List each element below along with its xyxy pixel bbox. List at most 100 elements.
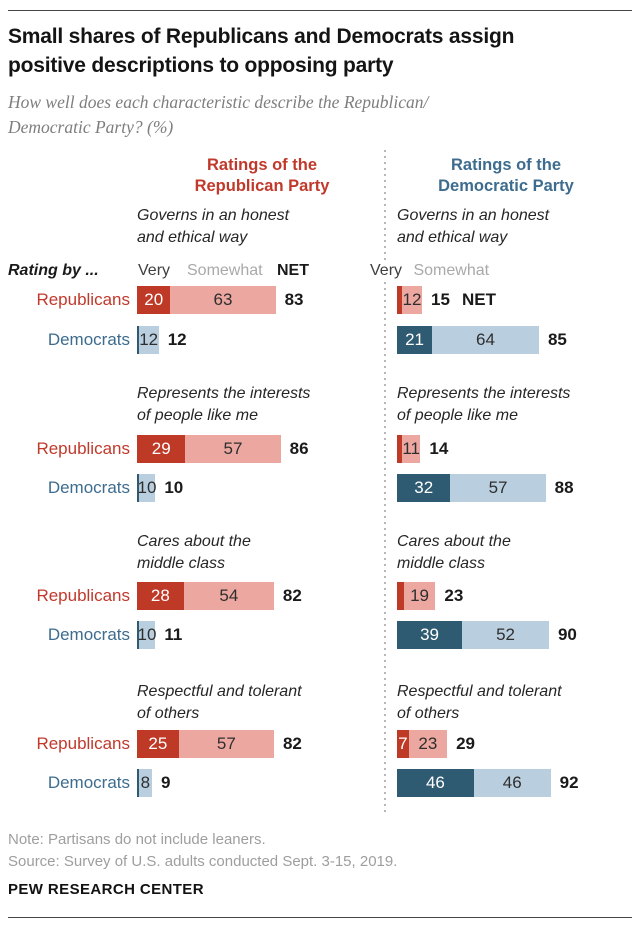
section-title-line: Cares about the xyxy=(397,533,511,550)
net-value: 9 xyxy=(161,773,171,792)
bar-segment-very: 28 xyxy=(137,582,184,610)
section-title: Represents the interests of people like m… xyxy=(397,383,570,426)
bar-row: 20 63 83 xyxy=(137,286,304,314)
bar-row: 25 57 82 xyxy=(137,730,302,758)
section-title: Represents the interests of people like m… xyxy=(137,383,310,426)
bar-segment-somewhat: 11 xyxy=(402,435,421,463)
very-axis-label-left: Very xyxy=(138,262,171,279)
bar-segment-somewhat: 19 xyxy=(403,582,436,610)
bar-segment-somewhat: 57 xyxy=(185,435,281,463)
panel-header-democratic: Ratings of the Democratic Party xyxy=(399,155,613,197)
section-title-line: Respectful and tolerant xyxy=(137,683,302,700)
source-text: Source: Survey of U.S. adults conducted … xyxy=(8,853,398,870)
bar-segment-somewhat: 52 xyxy=(462,621,549,649)
section-title-line: Cares about the xyxy=(137,533,251,550)
rater-label: Democrats xyxy=(47,478,130,497)
bar-segment-somewhat: 46 xyxy=(473,769,551,797)
bar-segment-very: 39 xyxy=(397,621,463,649)
panel-header-republican: Ratings of the Republican Party xyxy=(155,155,369,197)
section-title-line: middle class xyxy=(137,554,226,572)
net-value: 85 xyxy=(547,330,567,349)
section-title-line: Represents the interests xyxy=(137,385,311,402)
rater-label: Democrats xyxy=(47,625,130,644)
bar-segment-somewhat: 23 xyxy=(408,730,448,758)
somewhat-axis-label-right: Somewhat xyxy=(413,262,490,279)
bar-segment-very xyxy=(137,769,139,797)
note-text: Note: Partisans do not include leaners. xyxy=(8,831,266,848)
top-rule xyxy=(8,10,632,11)
chart-subtitle-line-1: How well does each characteristic descri… xyxy=(8,92,429,112)
panel-header-democratic-line-2: Democratic Party xyxy=(438,177,574,195)
net-value: 90 xyxy=(557,625,577,644)
rater-label: Democrats xyxy=(47,330,130,349)
chart-subtitle-line-2: Democratic Party? (%) xyxy=(8,117,174,137)
bar-row: 39 52 90 xyxy=(397,621,577,649)
section-title: Cares about the middle class xyxy=(397,531,511,574)
rater-label: Republicans xyxy=(36,290,130,309)
section-title: Governs in an honest and ethical way xyxy=(137,205,289,248)
bar-segment-somewhat: 63 xyxy=(170,286,276,314)
page-title-line-1: Small shares of Republicans and Democrat… xyxy=(8,25,515,48)
section-title-line: and ethical way xyxy=(397,228,508,246)
bar-row: 29 57 86 xyxy=(137,435,309,463)
bar-segment-very xyxy=(397,435,402,463)
panel-header-republican-line-1: Ratings of the xyxy=(207,156,317,174)
bar-row: 28 54 82 xyxy=(137,582,302,610)
page-title-line-2: positive descriptions to opposing party xyxy=(8,54,394,77)
page-title: Small shares of Republicans and Democrat… xyxy=(8,22,632,80)
brand-text: PEW RESEARCH CENTER xyxy=(8,881,204,898)
section-title-line: middle class xyxy=(397,554,486,572)
rater-label: Republicans xyxy=(36,734,130,753)
net-axis-label-left: NET xyxy=(277,262,309,279)
bar-row: 12 15 NET xyxy=(397,286,496,314)
panel-header-republican-line-2: Republican Party xyxy=(194,177,330,195)
bar-row: 11 14 xyxy=(397,435,448,463)
bar-segment-somewhat: 10 xyxy=(138,621,156,649)
net-value: 12 xyxy=(167,330,187,349)
net-value: 82 xyxy=(282,734,302,753)
net-value: 86 xyxy=(289,439,309,458)
bar-row: 21 64 85 xyxy=(397,326,567,354)
rater-label: Republicans xyxy=(36,586,130,605)
section-title-line: of people like me xyxy=(137,406,258,424)
section-title: Cares about the middle class xyxy=(137,531,251,574)
net-value: 14 xyxy=(429,439,449,458)
section-title-line: Represents the interests xyxy=(397,385,571,402)
section-title-line: of others xyxy=(397,704,460,722)
net-value: 83 xyxy=(284,290,304,309)
bar-segment-very xyxy=(137,621,139,649)
bottom-rule xyxy=(8,917,632,918)
net-value: 88 xyxy=(554,478,574,497)
section-title: Respectful and tolerant of others xyxy=(137,681,302,724)
panel-header-democratic-line-1: Ratings of the xyxy=(451,156,561,174)
bar-segment-somewhat: 12 xyxy=(402,286,423,314)
rater-label: Republicans xyxy=(36,439,130,458)
bar-segment-very: 25 xyxy=(137,730,179,758)
bar-segment-very xyxy=(137,474,139,502)
section-title-line: Governs in an honest xyxy=(137,207,290,224)
rater-label: Democrats xyxy=(47,773,130,792)
bar-segment-very xyxy=(397,582,404,610)
right-axis-labels: Very Somewhat xyxy=(367,262,493,280)
bar-segment-very xyxy=(137,326,139,354)
bar-row: 46 46 92 xyxy=(397,769,579,797)
bar-segment-very: 46 xyxy=(397,769,474,797)
bar-segment-somewhat: 10 xyxy=(138,474,156,502)
bar-row: 32 57 88 xyxy=(397,474,574,502)
chart-subtitle: How well does each characteristic descri… xyxy=(8,90,632,140)
bar-segment-very: 7 xyxy=(397,730,409,758)
bar-segment-very: 32 xyxy=(397,474,451,502)
bar-segment-somewhat: 54 xyxy=(183,582,274,610)
bar-segment-somewhat: 64 xyxy=(432,326,539,354)
bar-segment-very: 21 xyxy=(397,326,433,354)
section-title-line: Governs in an honest xyxy=(397,207,550,224)
bar-segment-somewhat: 57 xyxy=(450,474,546,502)
bar-row: 12 12 xyxy=(137,326,187,354)
somewhat-axis-label-left: Somewhat xyxy=(187,262,263,279)
bar-row: 19 23 xyxy=(397,582,463,610)
bar-row: 10 11 xyxy=(137,621,182,649)
net-value: 11 xyxy=(164,625,183,644)
bar-row: 10 10 xyxy=(137,474,183,502)
